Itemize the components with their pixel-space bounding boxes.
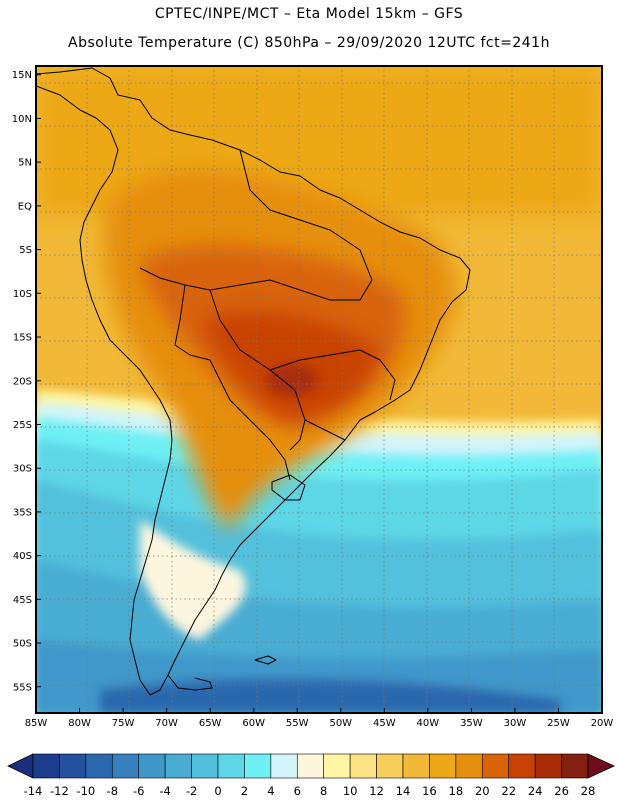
temperature-field [36, 66, 602, 713]
colorbar-label: -10 [76, 784, 95, 798]
colorbar-label: 10 [343, 784, 358, 798]
map-subtitle: Absolute Temperature (C) 850hPa – 29/09/… [68, 35, 550, 51]
colorbar-swatch [376, 753, 404, 779]
lon-label: 60W [242, 718, 265, 729]
map-title: CPTEC/INPE/MCT – Eta Model 15km – GFS [154, 6, 464, 22]
colorbar-label: 4 [267, 784, 274, 798]
lat-label: 55S [13, 682, 32, 693]
lon-label: 50W [329, 718, 352, 729]
colorbar-swatch [138, 753, 166, 779]
colorbar-swatch [349, 753, 377, 779]
colorbar-label: 18 [449, 784, 464, 798]
colorbar-swatch [455, 753, 483, 779]
lat-label: 50S [13, 639, 32, 650]
lat-label: 25S [13, 420, 32, 431]
lat-label: 15N [12, 70, 32, 81]
colorbar-label: 2 [241, 784, 248, 798]
lat-label: 20S [13, 376, 32, 387]
lat-label: 5S [19, 245, 32, 256]
colorbar-label: 22 [501, 784, 516, 798]
lon-label: 65W [199, 718, 222, 729]
lon-label: 20W [591, 718, 614, 729]
colorbar-label: -8 [107, 784, 118, 798]
colorbar-swatch [561, 753, 589, 779]
lon-label: 85W [25, 718, 48, 729]
lat-label: 30S [13, 464, 32, 475]
lon-label: 75W [112, 718, 135, 729]
colorbar-swatch [111, 753, 140, 779]
colorbar-label: 14 [396, 784, 411, 798]
colorbar-label: -14 [24, 784, 43, 798]
colorbar-swatch [429, 753, 457, 779]
colorbar-label: -12 [50, 784, 69, 798]
colorbar-swatch [270, 753, 298, 779]
colorbar-swatch [164, 753, 192, 779]
colorbar-swatch [32, 753, 60, 779]
colorbar-label: 26 [554, 784, 569, 798]
lat-label: 10S [13, 289, 32, 300]
colorbar-swatch [85, 753, 113, 779]
lat-label: 40S [13, 551, 32, 562]
colorbar-swatch [217, 753, 245, 779]
colorbar-swatch [59, 753, 87, 779]
colorbar-label: 6 [294, 784, 301, 798]
lat-label: EQ [18, 201, 32, 212]
colorbar-swatch [508, 753, 536, 779]
colorbar-over-triangle [587, 753, 615, 779]
lat-label: 5N [18, 158, 32, 169]
colorbar: -14 -12 -10 -8 -6 -4 -2 0 2 4 6 8 10 12 14 16 18 20 22 24 26… [7, 753, 615, 798]
colorbar-swatch [534, 753, 562, 779]
map-frame [35, 65, 603, 714]
colorbar-label: 20 [475, 784, 490, 798]
colorbar-swatch [191, 753, 219, 779]
colorbar-swatch [296, 753, 325, 779]
lat-label: 45S [13, 595, 32, 606]
coastlines [36, 67, 471, 696]
colorbar-under-triangle [7, 753, 34, 779]
colorbar-label: -6 [133, 784, 144, 798]
lon-label: 30W [504, 718, 527, 729]
lon-label: 55W [286, 718, 309, 729]
latitude-axis: 15N 10N 5N EQ 5S 10S 15S 20S 25S 30S 35S 40S 45S 50S 5… [12, 70, 41, 693]
lon-label: 45W [373, 718, 396, 729]
colorbar-label: 28 [581, 784, 596, 798]
lon-label: 35W [460, 718, 483, 729]
lon-label: 25W [547, 718, 570, 729]
colorbar-label: -4 [159, 784, 170, 798]
colorbar-label: -2 [186, 784, 197, 798]
lon-label: 80W [68, 718, 91, 729]
lat-label: 10N [12, 114, 32, 125]
colorbar-swatch [481, 753, 510, 779]
colorbar-label: 24 [528, 784, 543, 798]
colorbar-label: 8 [320, 784, 327, 798]
colorbar-swatch [244, 753, 272, 779]
lon-label: 70W [155, 718, 178, 729]
colorbar-label: 0 [214, 784, 221, 798]
lat-label: 35S [13, 507, 32, 518]
lon-label: 40W [417, 718, 440, 729]
colorbar-swatch [402, 753, 430, 779]
colorbar-label: 12 [369, 784, 384, 798]
colorbar-swatch [323, 753, 351, 779]
lat-label: 15S [13, 333, 32, 344]
colorbar-label: 16 [422, 784, 437, 798]
longitude-axis: 85W 80W 75W 70W 65W 60W 55W 50W 45W 40W 35W 30W 25W 2… [25, 708, 614, 729]
